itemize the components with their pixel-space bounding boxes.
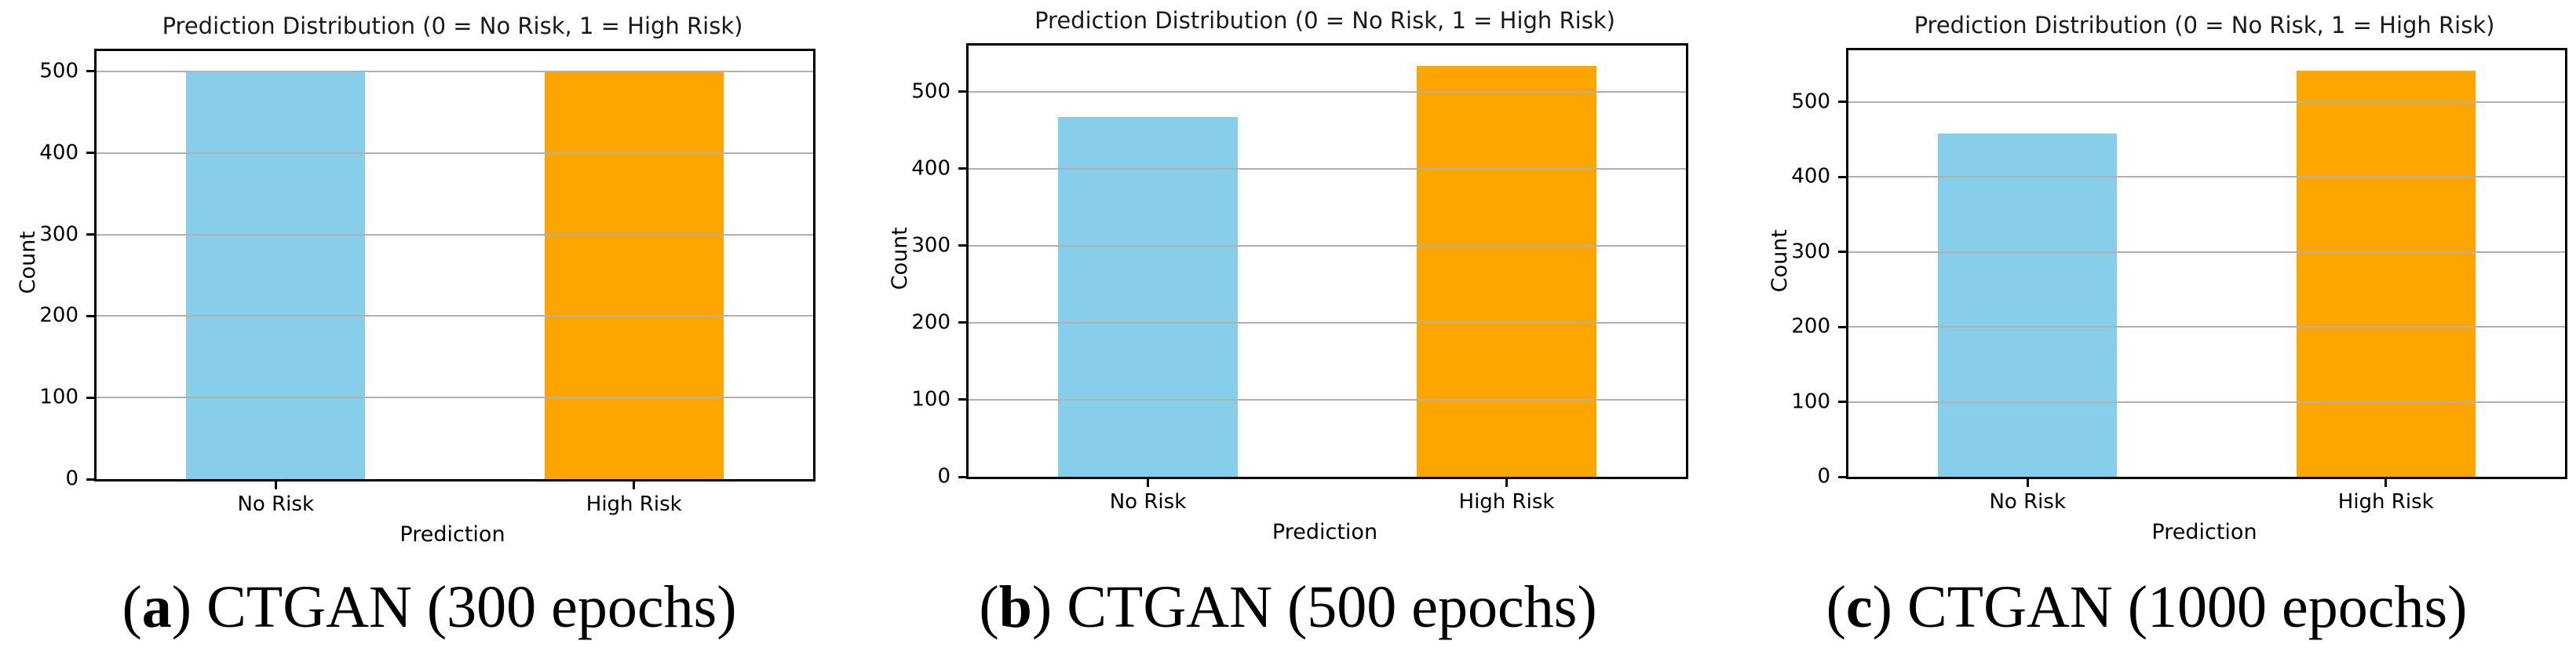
y-gridline — [969, 321, 1686, 324]
y-gridline — [1848, 101, 2565, 103]
y-gridline — [969, 244, 1686, 247]
plot-area: 0 100 200 300 400 500 No Risk High Risk — [911, 43, 1688, 514]
y-tick-mark — [1838, 475, 1846, 478]
x-tick-label-high-risk: High Risk — [1458, 490, 1555, 514]
x-tick-label-high-risk: High Risk — [2337, 490, 2434, 514]
caption-text: ) CTGAN (1000 epochs) — [1872, 574, 2468, 640]
plot-area: 0 100 200 300 400 500 No Risk High Risk — [39, 49, 815, 516]
bar-no-risk — [186, 71, 366, 479]
y-gridline — [969, 398, 1686, 401]
y-tick-mark — [1838, 175, 1846, 178]
y-tick-mark — [958, 244, 966, 247]
y-tick-label: 300 — [911, 233, 950, 258]
y-gridline — [97, 397, 813, 399]
y-axis-label-wrap: Count — [14, 49, 41, 477]
x-axis-label: Prediction — [1272, 520, 1378, 544]
y-gridline — [97, 152, 813, 154]
y-tick-mark — [1838, 101, 1846, 104]
y-tick-mark — [958, 398, 966, 401]
bar-high-risk — [544, 71, 724, 479]
y-tick-mark — [1838, 251, 1846, 254]
caption-text: ) CTGAN (300 epochs) — [171, 574, 737, 640]
subfigure-caption: (b) CTGAN (500 epochs) — [859, 573, 1717, 642]
y-gridline — [97, 70, 813, 72]
y-gridline — [97, 233, 813, 236]
y-tick-mark — [958, 475, 966, 478]
y-tick-label: 200 — [39, 303, 78, 328]
bar-no-risk — [1938, 133, 2118, 477]
subfigure-caption: (c) CTGAN (1000 epochs) — [1717, 573, 2576, 642]
x-tick-mark — [2384, 479, 2388, 487]
y-tick-mark — [86, 70, 94, 73]
subfigure-caption: (a) CTGAN (300 epochs) — [0, 573, 859, 642]
bar-high-risk — [2296, 70, 2476, 477]
y-tick-label: 0 — [65, 467, 78, 491]
chart-title: Prediction Distribution (0 = No Risk, 1 … — [1914, 12, 2495, 38]
caption-letter: a — [141, 574, 172, 640]
y-tick-label: 0 — [1817, 464, 1830, 489]
x-axis-label: Prediction — [2151, 520, 2257, 544]
y-gridline — [1848, 326, 2565, 328]
y-gridline — [1848, 401, 2565, 403]
caption-text: ) CTGAN (500 epochs) — [1031, 574, 1597, 640]
y-tick-label: 200 — [1791, 314, 1830, 339]
y-tick-label: 300 — [39, 221, 78, 246]
y-tick-mark — [1838, 401, 1846, 404]
x-tick-label-no-risk: No Risk — [237, 492, 314, 516]
x-tick-mark — [2026, 479, 2029, 487]
caption-letter: b — [998, 574, 1032, 640]
x-tick-mark — [1147, 479, 1149, 487]
y-tick-label: 0 — [937, 464, 950, 489]
chart-title: Prediction Distribution (0 = No Risk, 1 … — [1034, 7, 1615, 34]
y-tick-mark — [958, 321, 966, 324]
y-tick-label: 100 — [39, 385, 78, 409]
y-tick-label: 400 — [39, 141, 78, 165]
y-gridline — [97, 315, 813, 317]
y-tick-mark — [86, 478, 94, 481]
y-tick-mark — [86, 396, 94, 399]
subfigure-b: Prediction Distribution (0 = No Risk, 1 … — [859, 0, 1717, 659]
subfigure-a: Prediction Distribution (0 = No Risk, 1 … — [0, 0, 859, 659]
y-tick-label: 500 — [1791, 90, 1830, 114]
x-tick-mark — [1505, 479, 1508, 487]
caption-letter: c — [1845, 574, 1873, 640]
y-tick-label: 300 — [1791, 240, 1830, 264]
y-tick-label: 100 — [911, 387, 950, 412]
y-tick-label: 200 — [911, 310, 950, 335]
x-tick-mark — [633, 481, 636, 489]
y-tick-mark — [86, 314, 94, 317]
plot-area: 0 100 200 300 400 500 No Risk High Risk — [1791, 48, 2567, 514]
y-tick-label: 400 — [911, 156, 950, 181]
y-tick-label: 500 — [911, 79, 950, 104]
bar-high-risk — [1417, 66, 1596, 477]
y-gridline — [969, 90, 1686, 93]
y-gridline — [1848, 251, 2565, 253]
y-gridline — [969, 167, 1686, 170]
x-tick-label-no-risk: No Risk — [1109, 490, 1187, 514]
x-tick-mark — [274, 481, 277, 489]
y-tick-label: 500 — [39, 59, 78, 83]
y-gridline — [1848, 176, 2565, 178]
chart-title: Prediction Distribution (0 = No Risk, 1 … — [162, 13, 743, 39]
caption-open-paren: ( — [979, 574, 999, 640]
x-axis-label: Prediction — [400, 522, 505, 547]
subfigure-c: Prediction Distribution (0 = No Risk, 1 … — [1717, 0, 2576, 659]
bar-no-risk — [1058, 117, 1238, 477]
caption-open-paren: ( — [1826, 574, 1846, 640]
y-tick-mark — [958, 167, 966, 170]
y-tick-label: 400 — [1791, 164, 1830, 189]
x-tick-label-no-risk: No Risk — [1989, 490, 2066, 514]
x-tick-label-high-risk: High Risk — [586, 492, 682, 516]
caption-open-paren: ( — [122, 574, 142, 640]
y-tick-mark — [86, 233, 94, 236]
y-tick-mark — [958, 90, 966, 93]
y-tick-mark — [86, 152, 94, 155]
y-tick-mark — [1838, 325, 1846, 328]
y-tick-label: 100 — [1791, 389, 1830, 413]
